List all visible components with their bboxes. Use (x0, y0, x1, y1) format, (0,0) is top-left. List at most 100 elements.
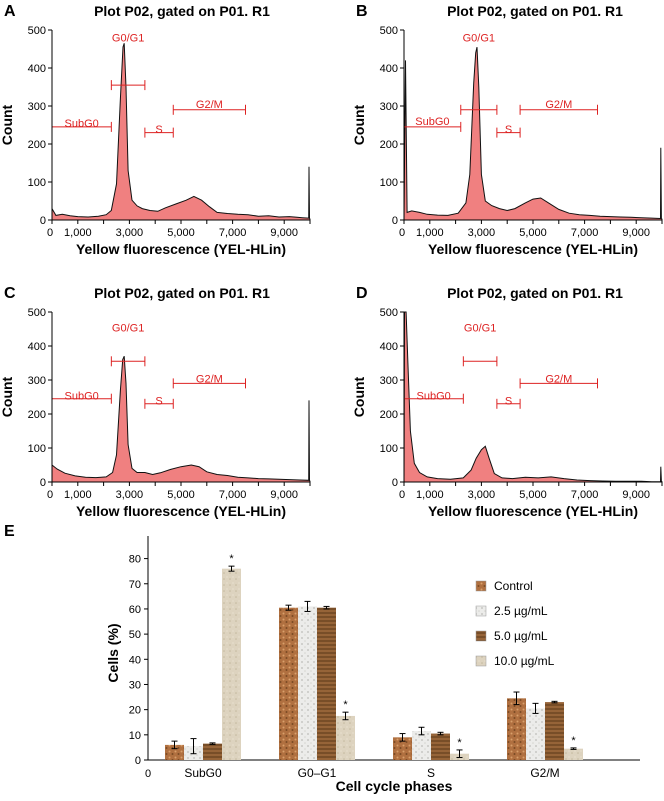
category-label: G2/M (530, 766, 559, 780)
legend-swatch (475, 655, 487, 667)
y-tick-label: 300 (28, 101, 46, 113)
panel-title: Plot P02, gated on P01. R1 (447, 3, 623, 19)
y-tick-label: 0 (40, 215, 46, 227)
y-tick-label: 0 (392, 215, 398, 227)
gate-label: S (505, 395, 512, 407)
histogram-panel-a: A Plot P02, gated on P01. R1 G0/G1 SubG0 S G2… (0, 3, 311, 257)
gate-label: SubG0 (65, 390, 99, 402)
gate-g0g1: G0/G1 (110, 33, 146, 91)
x-tick-label: 1,000 (416, 227, 444, 239)
bar (222, 568, 241, 760)
x-tick-label: 3,000 (116, 227, 144, 239)
bar-chart-e: E 0 10 20 30 40 50 60 70 80 0 * * * * SubG0 G0–G1 S G2/M Ce… (4, 523, 640, 794)
gate-label: G2/M (196, 373, 223, 385)
gate-label: S (155, 124, 162, 136)
x-axis-label: Yellow fluorescence (YEL-HLin) (428, 503, 638, 519)
x-tick-label: 5,000 (519, 227, 547, 239)
x-tick-label: 1,000 (64, 489, 92, 501)
y-tick-label: 100 (380, 443, 398, 455)
gate-s: S (496, 395, 521, 409)
histogram-area (51, 355, 311, 483)
y-tick-label: 100 (28, 177, 46, 189)
y-tick-label: 100 (28, 443, 46, 455)
gate-s: S (496, 124, 521, 138)
x-axis-label: Yellow fluorescence (YEL-HLin) (428, 241, 638, 257)
gate-label: S (505, 124, 512, 136)
legend-label: 10.0 µg/mL (494, 654, 555, 668)
bar (317, 607, 336, 760)
legend-swatch (475, 580, 487, 592)
y-axis-label: Count (351, 376, 367, 417)
histogram-panel-b: B Plot P02, gated on P01. R1 G0/G1 SubG0 S G2… (351, 3, 663, 257)
significance-mark: * (571, 735, 576, 747)
y-axis-label: Count (0, 104, 15, 145)
gate-s: S (144, 395, 174, 409)
histogram-area (51, 43, 311, 221)
gate-s: S (144, 124, 174, 138)
x-tick-label: 1,000 (64, 227, 92, 239)
bar (412, 731, 431, 760)
y-tick-label: 400 (28, 341, 46, 353)
bar (279, 607, 298, 760)
x-tick-label: 9,000 (270, 489, 298, 501)
x-tick-label: 0 (47, 227, 53, 239)
bar (507, 698, 526, 760)
panel-title: Plot P02, gated on P01. R1 (94, 285, 270, 301)
gate-subg0: SubG0 (403, 390, 464, 404)
histogram-area (403, 46, 663, 221)
y-axis-label: Count (351, 104, 367, 145)
x-tick-label: 7,000 (219, 227, 247, 239)
y-tick-label: 20 (129, 705, 141, 717)
gate-label: G0/G1 (463, 33, 495, 45)
gate-g2m: G2/M (519, 99, 598, 115)
x-tick-label: 1,000 (416, 489, 444, 501)
gate-label: G0/G1 (112, 322, 144, 334)
y-tick-label: 30 (129, 679, 141, 691)
y-tick-label: 500 (28, 25, 46, 37)
legend-label: 5.0 µg/mL (494, 629, 548, 643)
y-tick-label: 50 (129, 629, 141, 641)
histogram-panel-c: C Plot P02, gated on P01. R1 G0/G1 SubG0 S G2… (0, 285, 311, 519)
legend-swatch (475, 605, 487, 617)
panel-label: D (356, 285, 368, 302)
x-tick-label: 5,000 (519, 489, 547, 501)
gate-label: SubG0 (415, 116, 449, 128)
gate-g2m: G2/M (172, 99, 246, 115)
gate-g0g1: G0/G1 (460, 33, 498, 115)
y-tick-label: 200 (380, 139, 398, 151)
x-tick-label: 0 (399, 489, 405, 501)
y-tick-label: 500 (380, 307, 398, 319)
panel-label: E (4, 523, 15, 540)
x-tick-label: 3,000 (468, 489, 496, 501)
y-tick-label: 200 (380, 409, 398, 421)
bar (564, 748, 583, 760)
legend-label: 2.5 µg/mL (494, 604, 548, 618)
y-tick-label: 10 (129, 730, 141, 742)
bar (336, 715, 355, 760)
y-tick-label: 500 (380, 25, 398, 37)
gate-label: SubG0 (65, 118, 99, 130)
y-tick-label: 70 (129, 579, 141, 591)
significance-mark: * (229, 553, 234, 565)
y-axis-label: Count (0, 376, 15, 417)
x-origin-label: 0 (145, 768, 151, 780)
gate-g0g1: G0/G1 (462, 322, 498, 367)
y-tick-label: 400 (380, 341, 398, 353)
gate-g2m: G2/M (519, 373, 598, 389)
panel-title: Plot P02, gated on P01. R1 (94, 3, 270, 19)
gate-subg0: SubG0 (51, 118, 112, 132)
significance-mark: * (343, 699, 348, 711)
gate-label: G2/M (196, 99, 223, 111)
x-axis-label: Cell cycle phases (336, 778, 453, 794)
legend-swatch (475, 630, 487, 642)
x-tick-label: 7,000 (571, 227, 599, 239)
bar (298, 606, 317, 760)
bar (203, 743, 222, 760)
x-tick-label: 0 (47, 489, 53, 501)
gate-g0g1: G0/G1 (110, 322, 146, 367)
y-tick-label: 40 (129, 654, 141, 666)
y-tick-label: 200 (28, 409, 46, 421)
bar (165, 744, 184, 760)
y-tick-label: 400 (28, 63, 46, 75)
